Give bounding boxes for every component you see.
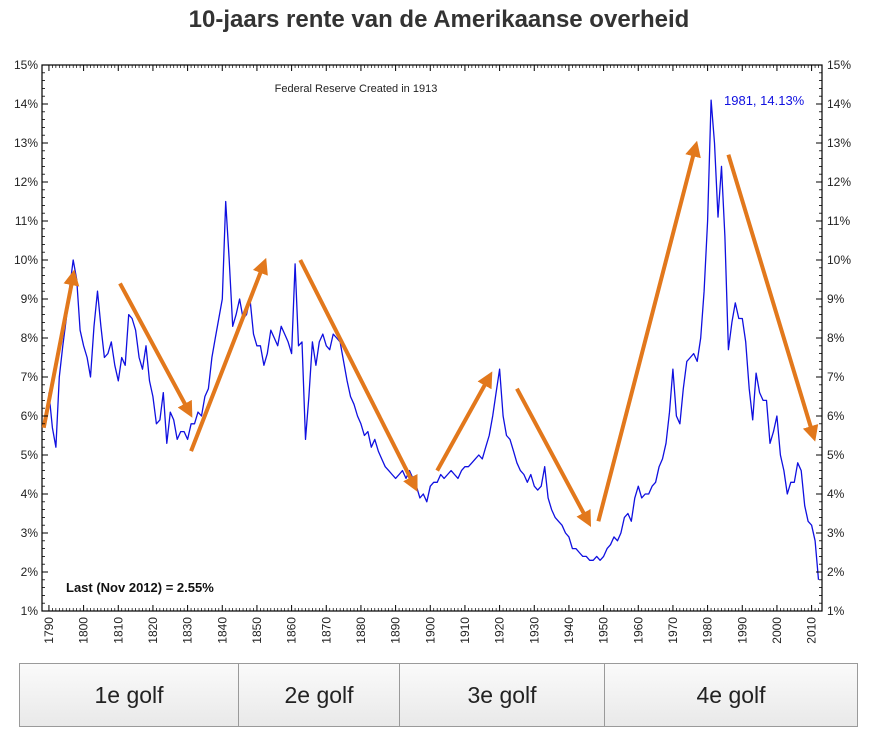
wave-4-label: 4e golf	[605, 664, 857, 726]
x-tick-label: 1840	[215, 617, 229, 644]
y-tick-label-right: 4%	[827, 487, 845, 501]
y-tick-label-right: 10%	[827, 253, 851, 267]
chart-area: 1% 1% 2% 2% 3% 3% 4% 4% 5% 5% 6% 6% 7% 7% 8% 8% 9% 9% 10% 1…	[14, 58, 851, 644]
y-tick-label-left: 15%	[14, 58, 38, 72]
y-tick-label-right: 6%	[827, 409, 845, 423]
y-tick-label-right: 1%	[827, 604, 845, 618]
x-tick-label: 1860	[285, 617, 299, 644]
x-tick-label: 2010	[805, 617, 819, 644]
y-tick-label-left: 3%	[21, 526, 39, 540]
x-tick-label: 1820	[146, 617, 160, 644]
last-value-annotation: Last (Nov 2012) = 2.55%	[66, 580, 214, 595]
x-tick-label: 1800	[77, 617, 91, 644]
trend-arrow	[435, 371, 493, 472]
y-tick-label-left: 6%	[21, 409, 39, 423]
x-tick-label: 1850	[250, 617, 264, 644]
y-tick-label-right: 5%	[827, 448, 845, 462]
y-tick-label-right: 7%	[827, 370, 845, 384]
y-tick-label-right: 15%	[827, 58, 851, 72]
x-tick-label: 1890	[389, 617, 403, 644]
trend-arrow	[515, 387, 592, 527]
y-tick-label-right: 13%	[827, 136, 851, 150]
series-line	[48, 99, 820, 580]
y-tick-label-right: 8%	[827, 331, 845, 345]
trend-arrow	[41, 269, 80, 429]
trend-arrow	[298, 259, 418, 492]
x-tick-label: 1790	[42, 617, 56, 644]
plot-frame	[41, 64, 823, 612]
y-tick-label-left: 12%	[14, 175, 38, 189]
trend-arrow	[189, 257, 268, 452]
y-tick-label-left: 14%	[14, 97, 38, 111]
y-tick-label-left: 11%	[15, 214, 38, 228]
y-tick-label-left: 1%	[21, 604, 39, 618]
x-tick-label: 1810	[111, 617, 125, 644]
peak-annotation: 1981, 14.13%	[724, 93, 805, 108]
x-tick-label: 1870	[319, 617, 333, 644]
x-tick-label: 1920	[493, 617, 507, 644]
y-tick-label-right: 3%	[827, 526, 845, 540]
y-tick-label-left: 7%	[21, 370, 39, 384]
trend-arrow	[726, 154, 819, 442]
waves-bar: 1e golf 2e golf 3e golf 4e golf	[19, 663, 858, 727]
x-tick-label: 1830	[181, 617, 195, 644]
y-tick-label-right: 11%	[827, 214, 850, 228]
y-tick-label-right: 9%	[827, 292, 845, 306]
x-tick-label: 1970	[666, 617, 680, 644]
y-tick-label-left: 2%	[21, 565, 39, 579]
wave-2-label: 2e golf	[239, 664, 400, 726]
y-tick-label-right: 2%	[827, 565, 845, 579]
y-tick-label-right: 14%	[827, 97, 851, 111]
wave-3-label: 3e golf	[400, 664, 605, 726]
x-tick-label: 1950	[597, 617, 611, 644]
wave-1-label: 1e golf	[20, 664, 239, 726]
trend-arrow	[596, 140, 701, 522]
federal-reserve-annotation: Federal Reserve Created in 1913	[275, 83, 438, 95]
y-tick-label-left: 9%	[21, 292, 39, 306]
x-tick-label: 1940	[562, 617, 576, 644]
trend-arrow	[118, 282, 193, 418]
y-tick-label-left: 4%	[21, 487, 39, 501]
x-tick-label: 1990	[735, 617, 749, 644]
y-tick-label-left: 13%	[14, 136, 38, 150]
y-tick-label-left: 8%	[21, 331, 39, 345]
x-tick-label: 2000	[770, 617, 784, 644]
x-tick-label: 1880	[354, 617, 368, 644]
y-tick-label-left: 5%	[21, 448, 39, 462]
x-tick-label: 1980	[701, 617, 715, 644]
x-tick-label: 1930	[527, 617, 541, 644]
x-tick-label: 1960	[631, 617, 645, 644]
x-tick-label: 1910	[458, 617, 472, 644]
y-tick-label-left: 10%	[14, 253, 38, 267]
y-tick-label-right: 12%	[827, 175, 851, 189]
x-tick-label: 1900	[423, 617, 437, 644]
chart-title: 10-jaars rente van de Amerikaanse overhe…	[188, 6, 690, 33]
